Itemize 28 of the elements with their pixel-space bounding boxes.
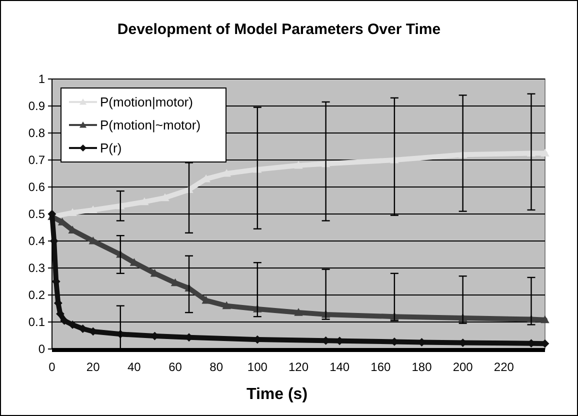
x-tick-label: 160 [370,360,391,374]
chart-title: Development of Model Parameters Over Time [117,21,441,38]
legend-label: P(r) [100,140,122,156]
x-tick-label: 40 [127,360,142,374]
x-tick-label: 20 [86,360,100,374]
y-tick-label: 0.3 [28,261,46,276]
x-tick-label: 60 [168,360,182,374]
x-tick-label: 120 [288,360,309,374]
x-tick-label: 140 [330,360,350,374]
x-tick-label: 100 [247,360,268,374]
x-tick-label: 200 [452,360,474,374]
y-tick-label: 0.4 [28,234,46,248]
y-tick-label: 0.9 [28,99,46,114]
y-tick-label: 0.5 [28,207,46,222]
legend-label: P(motion|motor) [100,94,193,110]
y-tick-label: 0.8 [28,126,46,140]
x-tick-label: 220 [494,360,514,374]
x-tick-label: 80 [210,360,224,374]
legend-label: P(motion|~motor) [100,118,201,133]
x-tick-label: 180 [412,360,432,374]
y-tick-label: 0.6 [28,180,46,194]
y-tick-label: 0.7 [28,153,46,168]
x-axis-title: Time (s) [246,386,308,403]
y-tick-label: 0.2 [28,288,46,302]
y-tick-label: 0 [38,342,46,356]
y-tick-label: 1 [38,72,46,86]
x-tick-label: 0 [48,360,56,374]
y-tick-label: 0.1 [28,315,46,330]
